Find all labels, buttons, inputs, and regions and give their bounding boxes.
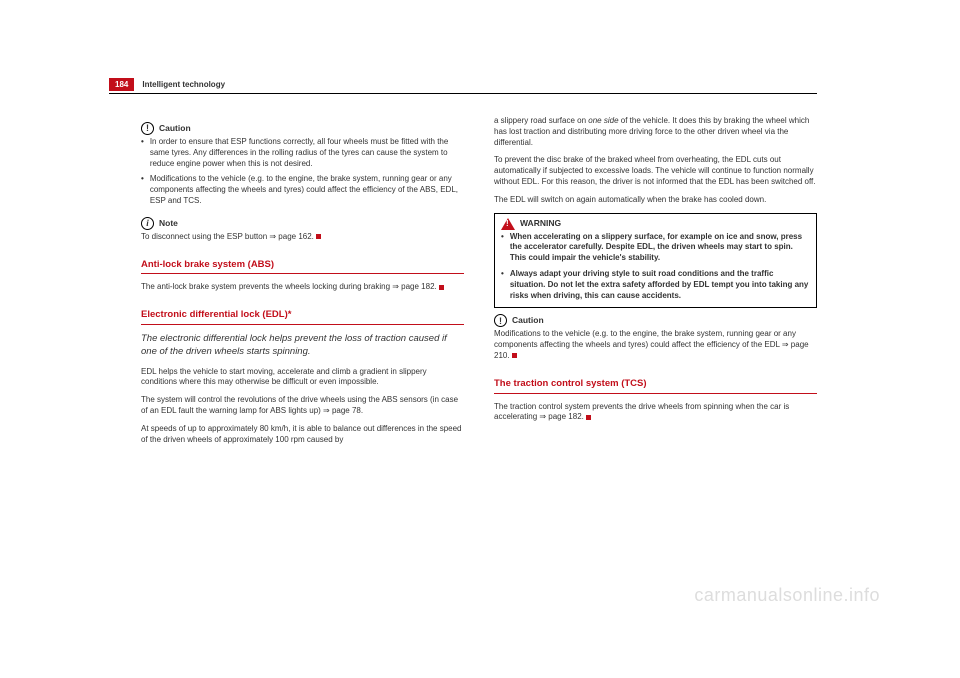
- bullet-text: Modifications to the vehicle (e.g. to th…: [150, 174, 464, 206]
- bullet-text: Always adapt your driving style to suit …: [510, 269, 810, 301]
- note-label: Note: [159, 218, 178, 229]
- end-marker-icon: [316, 234, 321, 239]
- caution-bullet-2: • Modifications to the vehicle (e.g. to …: [141, 174, 464, 206]
- abs-text-span: The anti-lock brake system prevents the …: [141, 282, 437, 291]
- bullet-icon: •: [501, 232, 504, 264]
- caution2-heading: ! Caution: [494, 314, 817, 327]
- caution2-label: Caution: [512, 315, 544, 326]
- end-marker-icon: [439, 285, 444, 290]
- text-italic: one side: [588, 116, 618, 125]
- warning-box: WARNING • When accelerating on a slipper…: [494, 213, 817, 309]
- note-text-span: To disconnect using the ESP button ⇒ pag…: [141, 232, 314, 241]
- note-text: To disconnect using the ESP button ⇒ pag…: [141, 232, 464, 243]
- watermark: carmanualsonline.info: [694, 585, 880, 606]
- warning-icon: [501, 218, 515, 230]
- caution-bullet-1: • In order to ensure that ESP functions …: [141, 137, 464, 169]
- warning-label: WARNING: [520, 218, 561, 229]
- page-number: 184: [109, 78, 134, 91]
- abs-text: The anti-lock brake system prevents the …: [141, 282, 464, 293]
- tcs-heading: The traction control system (TCS): [494, 378, 817, 394]
- caution-icon: !: [494, 314, 507, 327]
- caution2-text-span: Modifications to the vehicle (e.g. to th…: [494, 329, 809, 360]
- edl-para-2: The system will control the revolutions …: [141, 395, 464, 417]
- page-header: 184 Intelligent technology: [109, 78, 817, 94]
- caution-icon: !: [141, 122, 154, 135]
- bullet-icon: •: [141, 174, 144, 206]
- edl-para-3: At speeds of up to approximately 80 km/h…: [141, 424, 464, 446]
- edl-heading: Electronic differential lock (EDL)*: [141, 309, 464, 325]
- edl-continuation: a slippery road surface on one side of t…: [494, 116, 817, 148]
- left-column: ! Caution • In order to ensure that ESP …: [141, 116, 464, 452]
- note-heading: i Note: [141, 217, 464, 230]
- info-icon: i: [141, 217, 154, 230]
- chapter-title: Intelligent technology: [142, 80, 225, 89]
- bullet-text: In order to ensure that ESP functions co…: [150, 137, 464, 169]
- warning-heading: WARNING: [501, 218, 810, 230]
- abs-heading: Anti-lock brake system (ABS): [141, 259, 464, 275]
- edl-para-cooldown: The EDL will switch on again automatical…: [494, 195, 817, 206]
- warning-bullet-2: • Always adapt your driving style to sui…: [501, 269, 810, 301]
- edl-para-overheat: To prevent the disc brake of the braked …: [494, 155, 817, 187]
- bullet-text: When accelerating on a slippery surface,…: [510, 232, 810, 264]
- bullet-icon: •: [501, 269, 504, 301]
- text-span: a slippery road surface on: [494, 116, 588, 125]
- tcs-text: The traction control system prevents the…: [494, 402, 817, 424]
- caution-label: Caution: [159, 123, 191, 134]
- end-marker-icon: [512, 353, 517, 358]
- content-columns: ! Caution • In order to ensure that ESP …: [141, 116, 817, 452]
- edl-subhead: The electronic differential lock helps p…: [141, 333, 464, 359]
- bullet-icon: •: [141, 137, 144, 169]
- tcs-text-span: The traction control system prevents the…: [494, 402, 789, 422]
- right-column: a slippery road surface on one side of t…: [494, 116, 817, 452]
- warning-bullet-1: • When accelerating on a slippery surfac…: [501, 232, 810, 264]
- edl-para-1: EDL helps the vehicle to start moving, a…: [141, 367, 464, 389]
- end-marker-icon: [586, 415, 591, 420]
- caution2-text: Modifications to the vehicle (e.g. to th…: [494, 329, 817, 361]
- caution-heading: ! Caution: [141, 122, 464, 135]
